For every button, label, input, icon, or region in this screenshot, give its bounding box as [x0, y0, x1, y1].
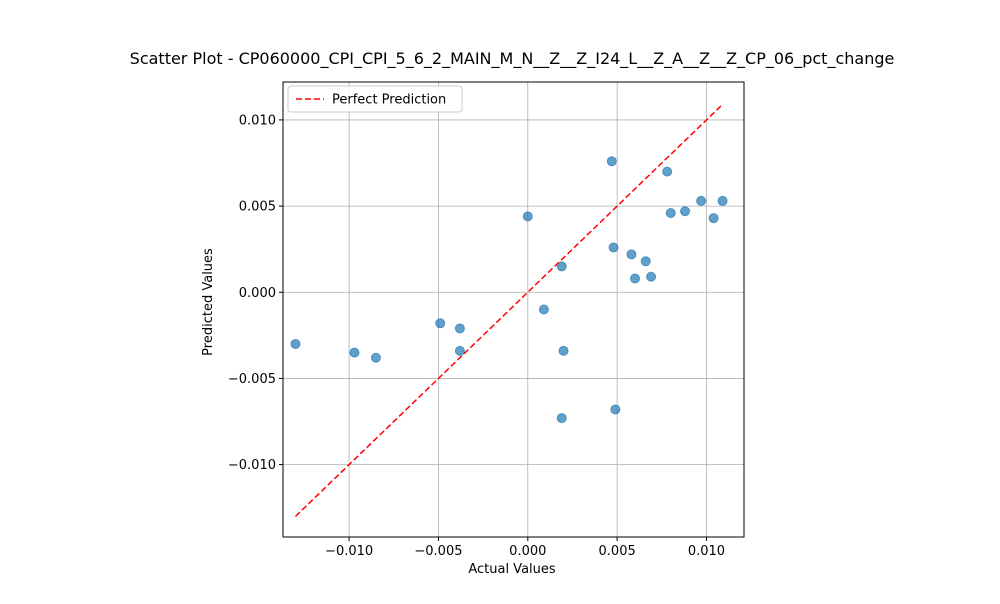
- data-point: [608, 242, 619, 253]
- data-point: [454, 323, 465, 334]
- chart-title: Scatter Plot - CP060000_CPI_CPI_5_6_2_MA…: [130, 49, 895, 69]
- axes: −0.010 −0.005 0.000 0.005 0.010 −0.010 −0.005 0…: [228, 81, 745, 559]
- data-point: [435, 318, 446, 329]
- y-axis-label: Predicted Values: [201, 248, 216, 356]
- legend-label: Perfect Prediction: [332, 93, 446, 108]
- legend-box: [287, 85, 463, 113]
- data-point: [370, 352, 381, 363]
- data-point: [680, 206, 691, 217]
- data-point: [290, 338, 301, 349]
- data-point: [556, 261, 567, 272]
- x-tick-label: −0.005: [414, 544, 462, 559]
- data-point: [662, 166, 673, 177]
- data-layer: [290, 103, 728, 517]
- data-point: [522, 211, 533, 222]
- data-point: [606, 156, 617, 167]
- data-point: [708, 213, 719, 224]
- x-tick-label: 0.000: [509, 544, 546, 559]
- data-point: [556, 413, 567, 424]
- y-tick-label: 0.010: [239, 113, 276, 128]
- data-point: [640, 256, 651, 267]
- y-tick-label: 0.000: [239, 286, 276, 301]
- data-point: [630, 273, 641, 284]
- x-tick-label: 0.005: [599, 544, 636, 559]
- y-tick-label: −0.005: [228, 372, 276, 387]
- perfect-prediction-line: [294, 103, 724, 517]
- data-point: [696, 195, 707, 206]
- data-point: [538, 304, 549, 315]
- data-point: [454, 345, 465, 356]
- data-point: [717, 195, 728, 206]
- data-point: [558, 345, 569, 356]
- x-axis-label: Actual Values: [468, 562, 556, 577]
- data-point: [610, 404, 621, 415]
- data-point: [626, 249, 637, 260]
- y-tick-label: −0.010: [228, 458, 276, 473]
- plot-frame: [282, 81, 745, 538]
- data-point: [646, 271, 657, 282]
- x-tick-label: 0.010: [688, 544, 725, 559]
- data-point: [349, 347, 360, 358]
- legend: Perfect Prediction: [287, 85, 463, 113]
- x-tick-label: −0.010: [325, 544, 373, 559]
- grid-lines: [283, 82, 744, 537]
- y-tick-label: 0.005: [239, 200, 276, 215]
- data-point: [665, 207, 676, 218]
